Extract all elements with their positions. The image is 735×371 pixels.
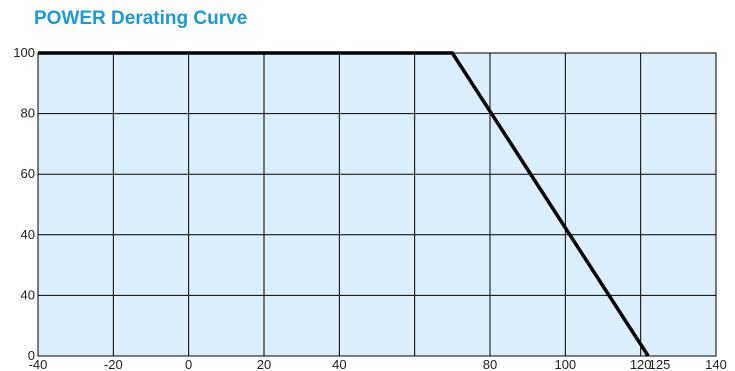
- y-tick-label: 0: [28, 348, 35, 363]
- x-tick-label: 0: [185, 357, 192, 371]
- chart-title: POWER Derating Curve: [34, 8, 248, 29]
- y-tick-label: 80: [21, 106, 35, 121]
- x-tick-label: 20: [257, 357, 271, 371]
- grid-lines: [37, 52, 717, 357]
- derating-curve-line: [38, 51, 650, 357]
- y-tick-label: 40: [21, 227, 35, 242]
- y-tick-label: 40: [21, 287, 35, 302]
- x-tick-label: -20: [104, 357, 123, 371]
- y-axis-ticks: 0 40 40 60 80 100: [13, 45, 35, 363]
- series-layer: [38, 51, 650, 357]
- x-tick-label: 140: [705, 357, 727, 371]
- y-tick-label: 100: [13, 45, 35, 60]
- x-tick-label: 125: [649, 357, 671, 371]
- x-tick-label: 100: [554, 357, 576, 371]
- plot-area: [37, 52, 717, 357]
- x-tick-label: -40: [29, 357, 48, 371]
- x-tick-label: 120: [630, 357, 652, 371]
- x-tick-label: 80: [483, 357, 497, 371]
- y-tick-label: 60: [21, 166, 35, 181]
- x-tick-label: 40: [332, 357, 346, 371]
